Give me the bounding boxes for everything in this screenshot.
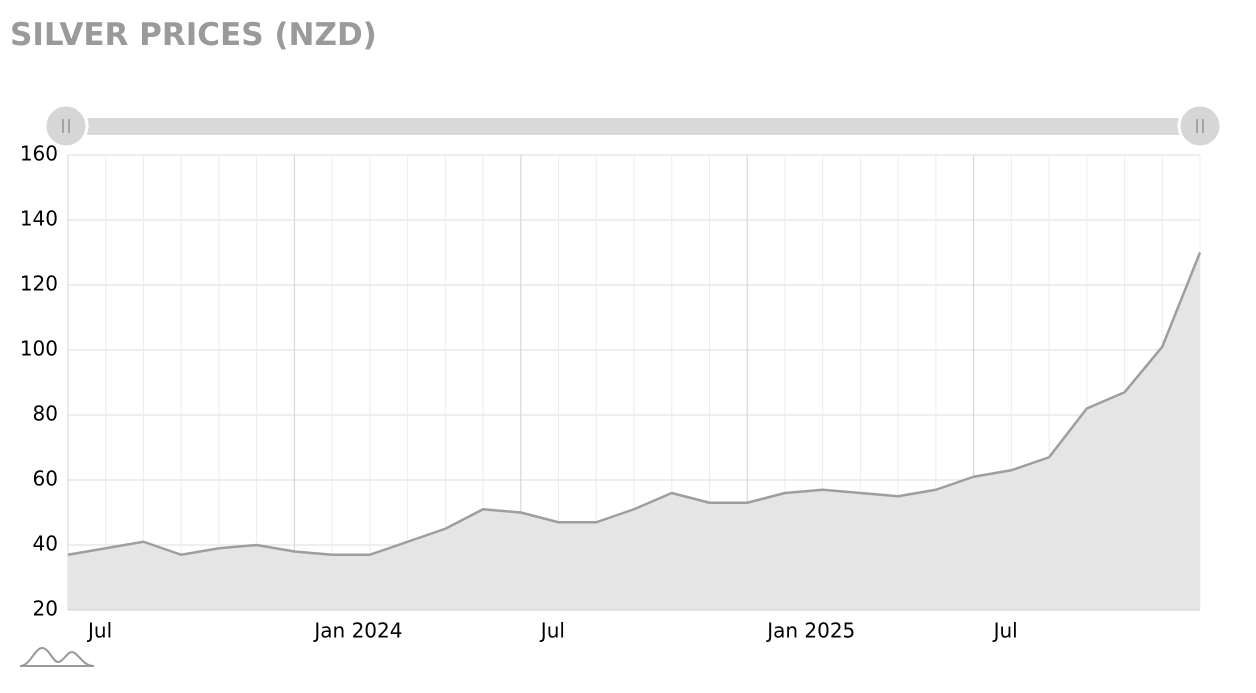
- plot-area: 20 40 60 80 100 120 140 160 Jul Jan 2024 Jul Jan 20…: [20, 142, 1202, 643]
- area-fill: [68, 252, 1200, 610]
- y-tick-label: 120: [20, 272, 58, 296]
- chart-title: SILVER PRICES (NZD): [10, 17, 377, 53]
- x-tick-label: Jul: [992, 619, 1018, 643]
- y-tick-label: 20: [33, 597, 58, 621]
- scrollbar-grip-right[interactable]: [1177, 103, 1223, 149]
- x-tick-label: Jan 2025: [765, 619, 855, 643]
- price-line: [67, 252, 1202, 556]
- logo-icon: [19, 646, 95, 667]
- x-tick-label: Jul: [539, 619, 565, 643]
- x-tick-label: Jul: [86, 619, 112, 643]
- grip-icon: [62, 119, 70, 133]
- scrollbar-grip-left[interactable]: [43, 103, 89, 149]
- scrollbar[interactable]: [43, 103, 1223, 149]
- scrollbar-track[interactable]: [66, 118, 1200, 135]
- y-tick-label: 100: [20, 337, 58, 361]
- grip-icon: [1196, 119, 1204, 133]
- y-tick-label: 160: [20, 142, 58, 166]
- y-tick-label: 60: [33, 467, 58, 491]
- x-tick-label: Jan 2024: [312, 619, 402, 643]
- y-tick-label: 80: [33, 402, 58, 426]
- y-tick-label: 140: [20, 207, 58, 231]
- y-tick-label: 40: [33, 532, 58, 556]
